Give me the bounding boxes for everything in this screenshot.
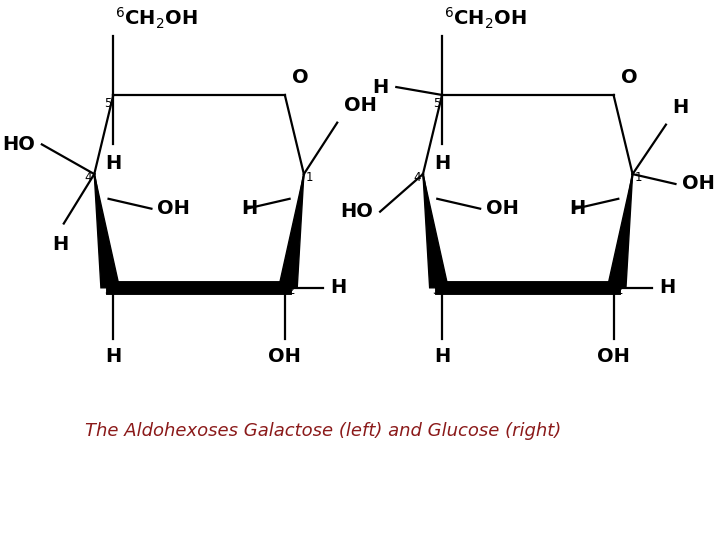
Text: H: H — [105, 347, 122, 366]
Text: OH: OH — [597, 347, 630, 366]
Text: O: O — [292, 68, 309, 87]
Text: 4: 4 — [85, 171, 92, 184]
Text: OH: OH — [486, 199, 518, 218]
Text: HO: HO — [341, 202, 374, 221]
Polygon shape — [423, 174, 449, 288]
Text: H: H — [372, 78, 389, 97]
Text: OH: OH — [344, 96, 377, 114]
Text: The Aldohexoses Galactose (left) and Glucose (right): The Aldohexoses Galactose (left) and Glu… — [85, 422, 561, 440]
Text: $^6$CH$_2$OH: $^6$CH$_2$OH — [444, 5, 526, 31]
Text: OH: OH — [269, 347, 301, 366]
Text: 3: 3 — [104, 285, 112, 298]
Text: 3: 3 — [433, 285, 440, 298]
Text: $^6$CH$_2$OH: $^6$CH$_2$OH — [115, 5, 198, 31]
Text: 5: 5 — [433, 97, 440, 110]
Text: OH: OH — [682, 174, 715, 193]
Text: 1: 1 — [634, 171, 642, 184]
Text: 5: 5 — [104, 97, 112, 110]
Text: H: H — [434, 347, 450, 366]
Text: 2: 2 — [616, 285, 623, 298]
Text: H: H — [330, 278, 347, 298]
Text: H: H — [570, 199, 586, 218]
Text: H: H — [672, 98, 689, 117]
Text: HO: HO — [2, 135, 35, 154]
Text: OH: OH — [157, 199, 190, 218]
Text: 2: 2 — [287, 285, 294, 298]
Polygon shape — [94, 174, 120, 288]
Text: 1: 1 — [306, 171, 313, 184]
Text: H: H — [660, 278, 675, 298]
Polygon shape — [279, 174, 304, 288]
Text: H: H — [52, 235, 68, 254]
Text: H: H — [434, 154, 450, 173]
Text: H: H — [105, 154, 122, 173]
Text: H: H — [241, 199, 257, 218]
Text: O: O — [621, 68, 638, 87]
Polygon shape — [608, 174, 633, 288]
Text: 4: 4 — [413, 171, 421, 184]
